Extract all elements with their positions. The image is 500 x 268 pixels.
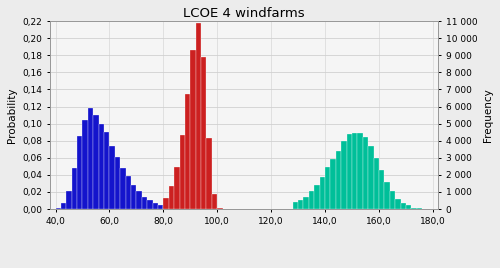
Bar bbox=[136, 191, 142, 209]
Bar bbox=[374, 158, 379, 209]
Bar bbox=[164, 206, 168, 209]
Bar bbox=[314, 185, 320, 209]
Bar bbox=[320, 177, 325, 209]
Bar bbox=[126, 176, 131, 209]
Bar bbox=[142, 197, 147, 209]
Bar bbox=[77, 136, 82, 209]
Bar bbox=[147, 200, 152, 209]
Bar bbox=[168, 207, 174, 209]
Bar bbox=[212, 194, 217, 209]
Bar bbox=[104, 132, 110, 209]
Bar bbox=[115, 157, 120, 209]
Bar bbox=[416, 208, 422, 209]
Bar bbox=[309, 191, 314, 209]
Bar bbox=[190, 50, 196, 209]
Bar bbox=[368, 146, 374, 209]
Bar bbox=[358, 133, 363, 209]
Bar bbox=[98, 124, 104, 209]
Bar bbox=[131, 185, 136, 209]
Bar bbox=[304, 197, 309, 209]
Bar bbox=[61, 203, 66, 209]
Bar bbox=[384, 182, 390, 209]
Bar bbox=[88, 108, 94, 209]
Y-axis label: Frequency: Frequency bbox=[483, 88, 493, 142]
Bar bbox=[56, 208, 61, 209]
Bar bbox=[206, 138, 212, 209]
Bar bbox=[110, 146, 115, 209]
Bar bbox=[152, 203, 158, 209]
Bar bbox=[336, 151, 341, 209]
Bar bbox=[412, 207, 416, 209]
Bar bbox=[82, 120, 88, 209]
Bar bbox=[352, 133, 358, 209]
Bar bbox=[72, 168, 77, 209]
Bar bbox=[66, 191, 71, 209]
Bar bbox=[180, 135, 185, 209]
Bar bbox=[217, 208, 222, 209]
Bar bbox=[94, 116, 98, 209]
Title: LCOE 4 windfarms: LCOE 4 windfarms bbox=[184, 7, 305, 20]
Bar bbox=[201, 57, 206, 209]
Y-axis label: Probability: Probability bbox=[7, 87, 17, 143]
Bar bbox=[341, 141, 346, 209]
Bar bbox=[292, 203, 298, 209]
Bar bbox=[185, 94, 190, 209]
Bar bbox=[174, 168, 180, 209]
Bar bbox=[196, 23, 201, 209]
Bar bbox=[325, 167, 330, 209]
Bar bbox=[298, 200, 304, 209]
Bar bbox=[120, 168, 126, 209]
Bar bbox=[168, 186, 174, 209]
Bar bbox=[406, 206, 411, 209]
Bar bbox=[346, 134, 352, 209]
Bar bbox=[363, 137, 368, 209]
Bar bbox=[400, 203, 406, 209]
Bar bbox=[330, 159, 336, 209]
Bar bbox=[395, 199, 400, 209]
Bar bbox=[379, 170, 384, 209]
Bar bbox=[390, 191, 395, 209]
Bar bbox=[158, 205, 164, 209]
Bar bbox=[164, 198, 168, 209]
